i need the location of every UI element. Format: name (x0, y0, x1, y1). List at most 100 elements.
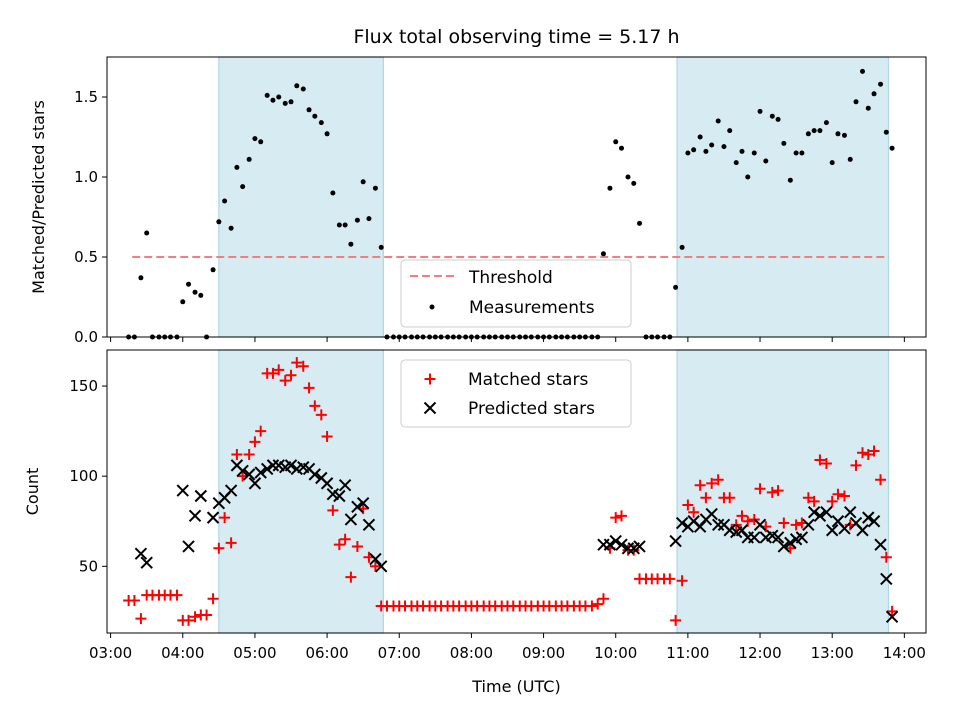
bottom-y-tick-label-1: 100 (69, 467, 98, 485)
matched-star-marker-15 (213, 542, 225, 554)
measurement-point-16 (222, 198, 228, 204)
matched-star-marker-8 (171, 589, 183, 601)
measurement-point-120 (847, 156, 853, 162)
predicted-star-marker-46 (693, 520, 707, 533)
measurement-point-127 (889, 145, 895, 151)
measurement-point-109 (781, 140, 787, 146)
matched-star-marker-21 (249, 436, 261, 448)
matched-star-marker-25 (273, 364, 285, 376)
matched-star-marker-114 (808, 495, 820, 507)
bottom-y-tick-label-0: 50 (79, 557, 98, 575)
measurement-point-34 (330, 190, 336, 196)
measurement-point-80 (607, 185, 613, 191)
predicted-star-marker-37 (609, 534, 622, 548)
measurement-point-17 (228, 225, 234, 231)
matched-star-marker-81 (610, 512, 622, 524)
measurement-point-97 (709, 142, 715, 148)
measurement-point-115 (817, 128, 823, 134)
measurement-point-93 (685, 150, 691, 156)
matched-star-marker-78 (592, 598, 604, 610)
measurement-point-126 (883, 129, 889, 135)
measurement-point-124 (871, 91, 877, 97)
matched-star-marker-79 (597, 593, 609, 605)
measurement-point-81 (613, 139, 619, 145)
x-tick-label-2: 05:00 (233, 644, 276, 662)
matched-star-marker-100 (724, 492, 736, 504)
measurement-point-36 (342, 222, 348, 228)
top-y-tick-label-3: 1.5 (74, 88, 98, 106)
bottom-y-axis-label: Count (23, 468, 42, 516)
matched-star-marker-116 (820, 458, 832, 470)
predicted-star-marker-12 (242, 468, 256, 481)
predicted-star-marker-39 (621, 542, 635, 555)
top-panel: 0.0 0.5 1.0 1.5 Matched/Predicted stars Thr… (29, 56, 927, 346)
matched-star-marker-98 (712, 474, 724, 486)
legend-predicted-label: Predicted stars (468, 399, 595, 419)
matched-star-marker-119 (838, 490, 850, 502)
measurement-point-111 (793, 150, 799, 156)
predicted-star-marker-14 (254, 466, 267, 479)
measurement-point-92 (679, 244, 685, 250)
measurement-point-32 (318, 120, 324, 126)
predicted-star-marker-78 (885, 610, 899, 623)
predicted-star-marker-6 (206, 511, 220, 524)
matched-star-marker-111 (790, 519, 802, 531)
legend-measurements-swatch (429, 304, 435, 310)
legend-matched-swatch (424, 373, 436, 385)
matched-star-marker-31 (309, 400, 321, 412)
predicted-star-marker-19 (284, 459, 298, 472)
shaded-interval-0 (218, 349, 384, 634)
measurement-point-19 (240, 184, 246, 190)
legend-threshold-label: Threshold (468, 268, 553, 288)
matched-star-marker-34 (327, 504, 339, 516)
matched-star-marker-113 (802, 492, 814, 504)
matched-star-marker-26 (279, 375, 291, 387)
matched-star-marker-117 (826, 495, 838, 507)
matched-star-marker-109 (778, 517, 790, 529)
measurement-point-122 (860, 68, 866, 74)
measurement-point-94 (691, 147, 697, 153)
matched-star-marker-95 (694, 479, 706, 491)
predicted-star-marker-2 (176, 484, 189, 497)
measurement-point-11 (192, 289, 198, 295)
measurement-point-9 (180, 299, 186, 305)
matched-star-marker-125 (875, 474, 887, 486)
chart-title: Flux total observing time = 5.17 h (353, 26, 679, 48)
predicted-star-marker-75 (867, 515, 881, 528)
matched-star-marker-102 (736, 510, 748, 522)
matched-star-marker-38 (351, 540, 363, 552)
measurement-point-101 (733, 160, 739, 166)
matched-star-marker-35 (333, 539, 345, 551)
measurement-point-85 (637, 220, 643, 226)
measurement-point-12 (198, 292, 204, 298)
matched-star-marker-93 (682, 499, 694, 511)
measurement-point-98 (715, 118, 721, 124)
measurement-point-95 (697, 134, 703, 140)
predicted-star-marker-77 (880, 572, 893, 586)
predicted-star-marker-61 (784, 536, 797, 550)
predicted-star-marker-56 (753, 518, 767, 532)
measurement-point-37 (348, 241, 354, 247)
bottom-y-ticks: 50 100 150 (69, 377, 107, 575)
measurement-point-100 (727, 128, 733, 134)
measurement-point-21 (252, 136, 258, 142)
measurement-point-41 (372, 185, 378, 191)
predicted-star-marker-16 (266, 459, 280, 472)
measurement-point-79 (600, 251, 606, 257)
predicted-star-marker-64 (802, 518, 815, 532)
x-tick-label-5: 08:00 (450, 644, 493, 662)
matched-star-marker-30 (303, 382, 315, 394)
measurement-point-108 (775, 116, 781, 122)
matched-star-marker-127 (886, 605, 898, 617)
measurement-point-123 (865, 105, 871, 111)
matched-star-marker-27 (285, 369, 297, 381)
predicted-star-marker-30 (351, 500, 364, 514)
matched-star-marker-17 (225, 537, 237, 549)
matched-star-marker-103 (742, 515, 754, 527)
predicted-star-marker-13 (248, 477, 262, 490)
x-tick-label-10: 13:00 (811, 644, 854, 662)
matched-star-marker-96 (700, 492, 712, 504)
predicted-star-marker-31 (356, 497, 370, 510)
